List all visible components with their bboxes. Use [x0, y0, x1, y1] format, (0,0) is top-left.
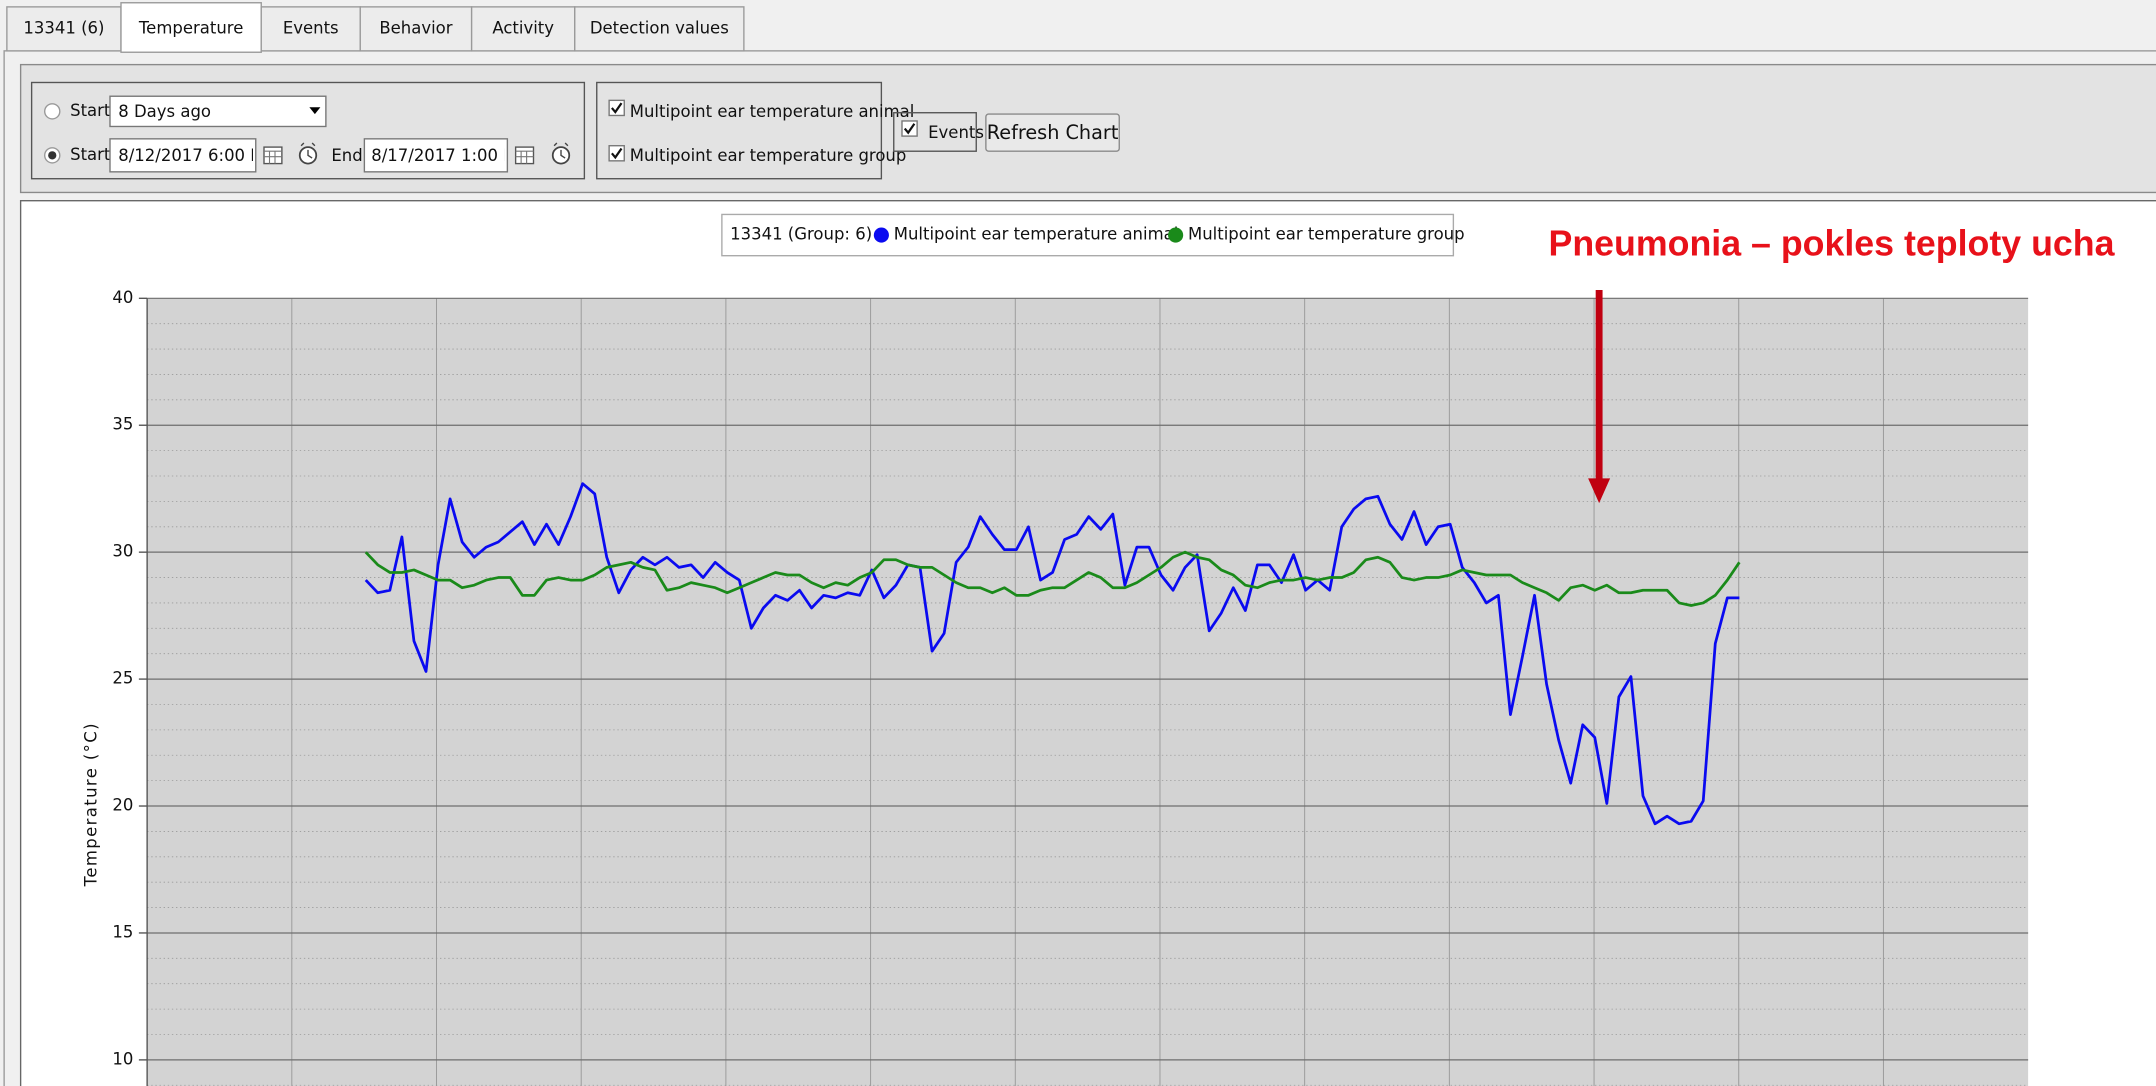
tab-shape [574, 6, 745, 52]
tab[interactable]: 13341 (6) [6, 6, 122, 52]
series-line [364, 550, 1741, 607]
series-group [596, 81, 883, 180]
calendar-button[interactable] [263, 146, 283, 165]
preset-dropdown[interactable] [109, 95, 327, 128]
tab-shape [260, 6, 361, 52]
tab-label: Activity [492, 18, 554, 37]
checkbox[interactable] [608, 99, 625, 117]
radio-dot [48, 151, 57, 160]
checkbox-label: Multipoint ear temperature animal [630, 102, 915, 121]
plot: 10 15 20 25 30 35 40 [112, 288, 2029, 1086]
legend-swatch [873, 227, 889, 243]
dropdown-value: 8 Days ago [118, 102, 211, 121]
tab[interactable]: Events [260, 6, 361, 52]
legend-title: 13341 (Group: 6) [730, 225, 872, 244]
tab-shape [120, 2, 262, 53]
dropdown-arrow [309, 107, 321, 115]
tab-label: Detection values [590, 18, 729, 37]
tab[interactable]: Detection values [574, 6, 745, 52]
tab-shape [6, 6, 122, 52]
checkmark [611, 147, 623, 160]
checkbox-label: Multipoint ear temperature group [630, 146, 907, 165]
y-tick-label: 30 [112, 542, 133, 561]
series-line [364, 482, 1740, 826]
checkmark [611, 102, 623, 114]
events-group [893, 112, 977, 152]
tab-label: 13341 (6) [23, 18, 104, 37]
legend-items: 13341 (Group: 6) Multipoint ear temperatu… [730, 225, 1464, 244]
y-tick-label: 10 [112, 1049, 133, 1068]
y-tick-label: 35 [112, 415, 133, 434]
radio[interactable] [44, 103, 61, 120]
radio-label: Start [70, 101, 111, 120]
clock-button[interactable] [298, 142, 318, 165]
end-input[interactable] [363, 138, 509, 173]
radio[interactable] [44, 147, 61, 164]
radio-label: Start [70, 145, 111, 164]
start-input[interactable] [109, 138, 257, 173]
clock-button[interactable] [551, 142, 571, 165]
tab[interactable]: Behavior [359, 6, 473, 52]
tab-label: Temperature [138, 18, 243, 37]
tab[interactable]: Temperature [120, 2, 262, 53]
y-tick-label: 20 [112, 796, 133, 815]
checkbox-box [901, 120, 918, 137]
y-axis-label: Temperature (°C) [82, 722, 101, 887]
button-label: Refresh Chart [987, 121, 1119, 144]
y-tick-label: 15 [112, 922, 133, 941]
y-tick-label: 40 [112, 288, 133, 307]
checkmark [903, 123, 916, 135]
start-value: 8/12/2017 6:00 PM [118, 146, 274, 165]
calendar-button[interactable] [514, 146, 535, 165]
date-group [30, 81, 586, 180]
tab[interactable]: Activity [470, 6, 576, 52]
refresh-button[interactable] [985, 113, 1120, 152]
tab-label: Behavior [379, 18, 452, 37]
plot-area [147, 298, 2029, 1086]
checkbox-box [608, 99, 625, 117]
annotation-arrow [1588, 290, 1611, 504]
y-tick-label: 25 [112, 669, 133, 688]
tab-strip: 13341 (6) Temperature Events Behavior Activi… [6, 2, 745, 53]
checkbox-label: Events [928, 123, 984, 142]
legend-label: Multipoint ear temperature group [1188, 225, 1465, 244]
tab-label: Events [283, 18, 339, 37]
legend [721, 213, 1455, 257]
end-label: End [331, 146, 362, 165]
legend-label: Multipoint ear temperature animal [894, 225, 1179, 244]
checkbox[interactable] [608, 145, 625, 162]
annotation: Pneumonia – pokles teploty ucha [1548, 224, 2115, 264]
checkbox[interactable] [901, 120, 918, 137]
end-value: 8/17/2017 1:00 PM [371, 146, 527, 165]
legend-swatch [1168, 227, 1184, 243]
checkbox-box [608, 145, 625, 162]
